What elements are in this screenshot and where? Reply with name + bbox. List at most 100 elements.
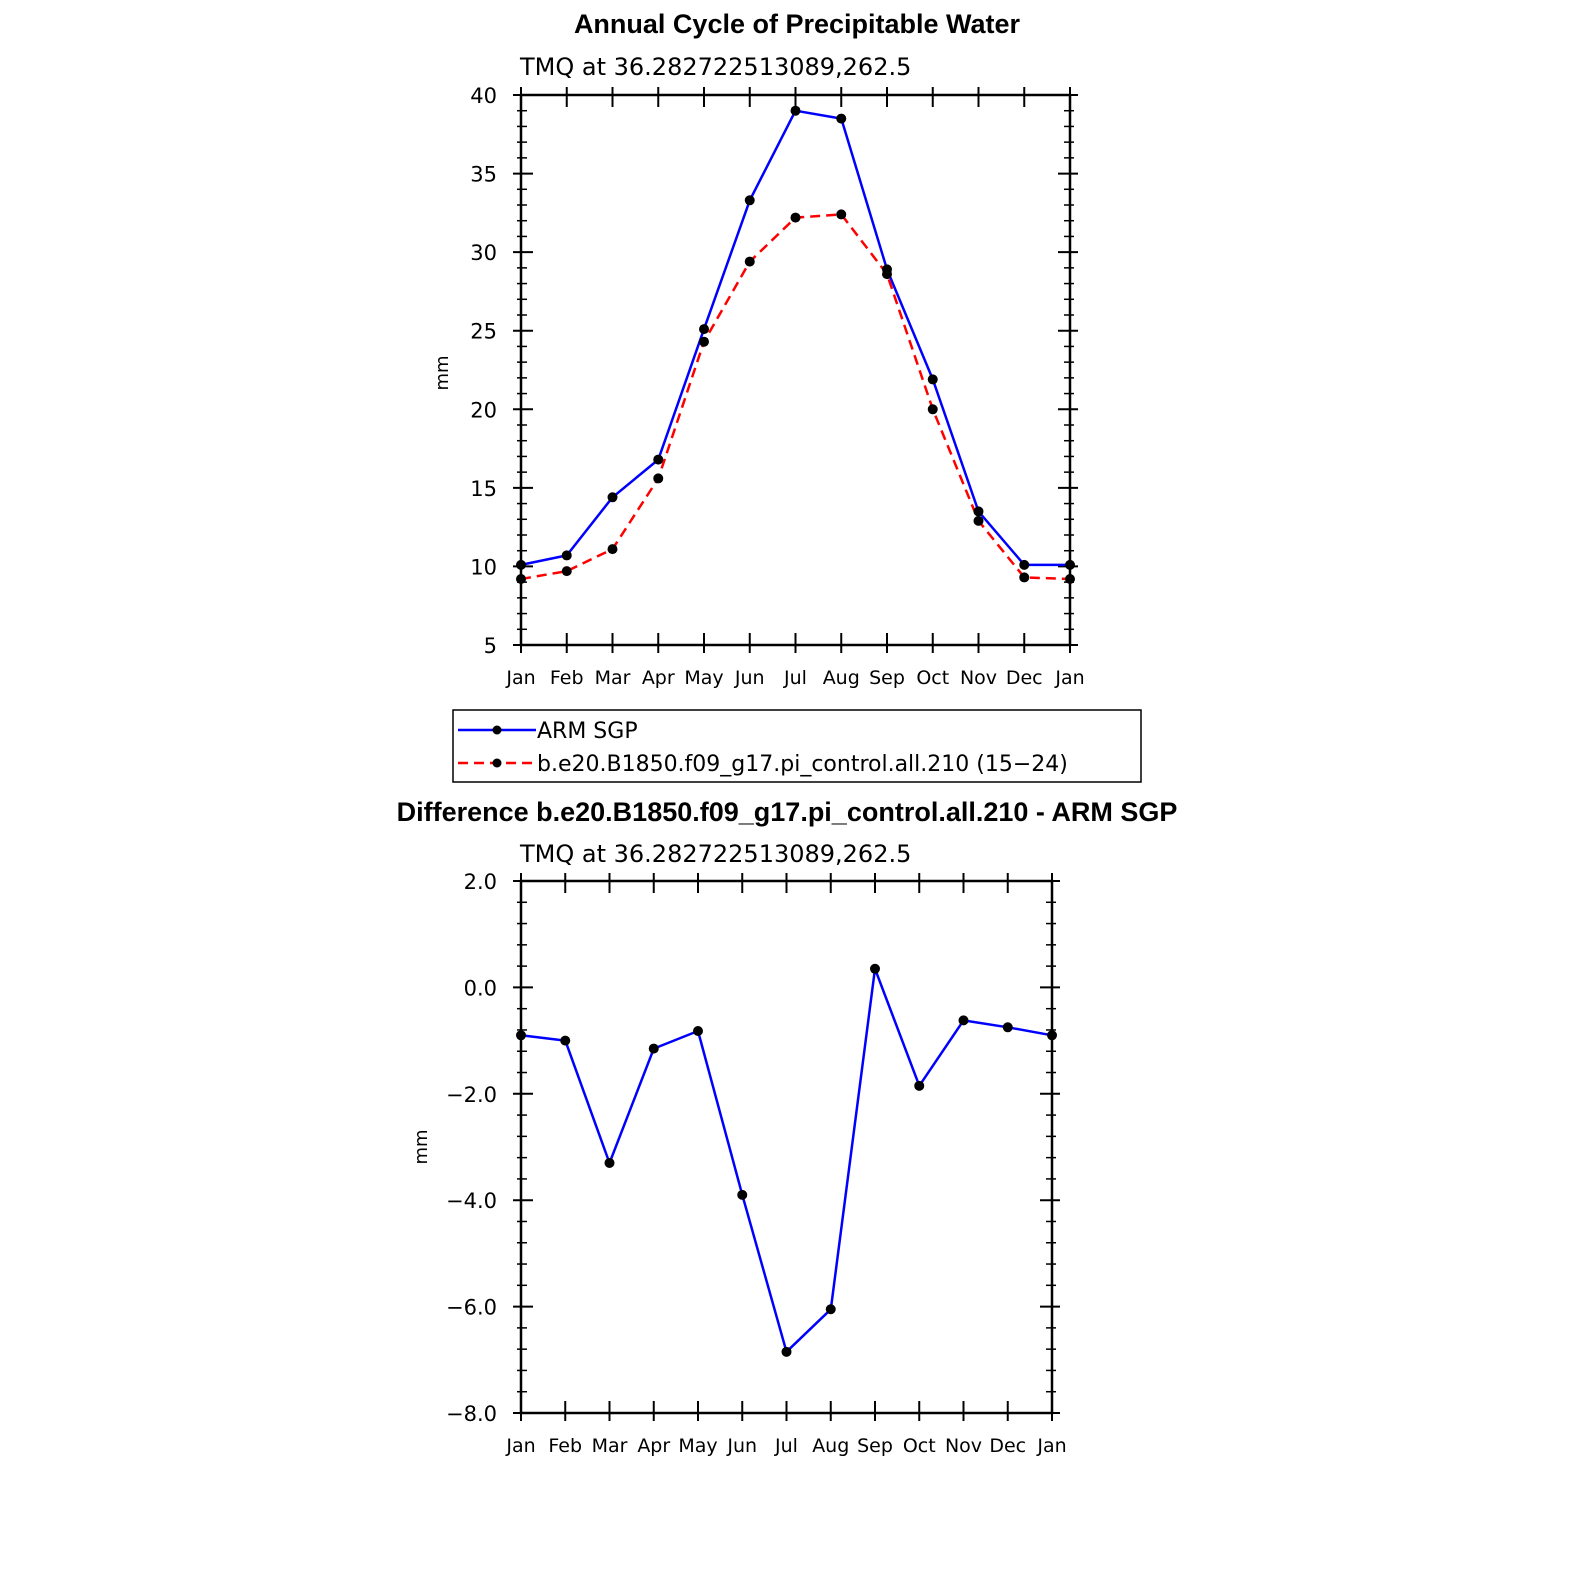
chart1-ytick-label: 30 xyxy=(470,241,497,265)
chart1-ytick-label: 5 xyxy=(484,634,497,658)
chart2-ticks xyxy=(513,873,1060,1421)
chart1-series-1-point xyxy=(882,269,892,280)
chart2-tick-labels: −8.0 −6.0 −4.0 −2.0 0.0 2.0 Jan Feb Mar Apr May Jun… xyxy=(446,870,1067,1457)
chart2-series-0-point xyxy=(958,1015,969,1026)
chart1-xtick-label: Feb xyxy=(550,667,584,689)
chart1-series-0-point xyxy=(744,195,755,206)
chart1-series-1-point xyxy=(790,212,801,223)
chart2-xtick-label: Dec xyxy=(989,1435,1026,1457)
chart1-series-0-point xyxy=(790,105,801,116)
chart1-series-1-point xyxy=(561,566,572,577)
chart2-series-0-point xyxy=(914,1080,925,1091)
chart1-series-1-point xyxy=(653,473,664,484)
chart1-series-1-point xyxy=(973,515,984,526)
chart1-series-0-point xyxy=(561,550,572,561)
chart1-series-line-1 xyxy=(520,213,1071,581)
chart1-series-1-point xyxy=(607,544,618,555)
chart1-xtick-label: May xyxy=(684,667,723,689)
chart1-series-1-point xyxy=(699,336,709,347)
chart2-xtick-label: Jan xyxy=(1036,1435,1066,1457)
chart1-plot-frame xyxy=(519,93,1072,647)
chart2-xtick-label: Mar xyxy=(592,1435,628,1457)
chart2-xtick-label: Jul xyxy=(774,1435,798,1457)
chart1-series-0-point xyxy=(653,454,664,465)
chart1-xtick-label: Jul xyxy=(783,667,807,689)
chart2-ytick-label: −4.0 xyxy=(446,1189,497,1213)
chart2-series-0-point xyxy=(870,963,880,974)
chart2-series-0-point xyxy=(737,1189,748,1200)
chart2-xtick-label: Jan xyxy=(505,1435,535,1457)
chart1-ytick-label: 35 xyxy=(470,163,497,187)
chart1-series xyxy=(516,105,1075,584)
chart1-xtick-label: Oct xyxy=(916,667,949,689)
chart1-xtick-label: Apr xyxy=(642,667,675,689)
legend-label-model: b.e20.B1850.f09_g17.pi_control.all.210 (… xyxy=(537,752,1068,777)
chart1-xtick-label: Jun xyxy=(734,667,765,689)
chart1-xtick-label: Aug xyxy=(823,667,860,689)
chart1-series-1-point xyxy=(1019,572,1030,583)
chart1-series-0-point xyxy=(1019,559,1030,570)
chart1-series-line-0 xyxy=(520,109,1070,567)
legend-label-arm-sgp: ARM SGP xyxy=(537,719,638,744)
chart2-xtick-label: May xyxy=(678,1435,717,1457)
legend-marker-arm-sgp xyxy=(492,725,502,735)
chart2-title: Difference b.e20.B1850.f09_g17.pi_contro… xyxy=(397,797,1178,827)
chart1-ytick-label: 25 xyxy=(470,320,497,344)
chart2-series xyxy=(516,963,1057,1357)
chart2-plot-frame xyxy=(519,879,1054,1415)
chart2-ytick-label: 2.0 xyxy=(464,870,497,894)
chart1-series-1-point xyxy=(927,404,938,415)
chart1-xtick-label: Sep xyxy=(869,667,905,689)
chart2-ytick-label: −2.0 xyxy=(446,1083,497,1107)
chart2-ytick-label: −6.0 xyxy=(446,1296,497,1320)
chart2-series-line-0 xyxy=(520,967,1053,1354)
chart2-xtick-label: Apr xyxy=(637,1435,670,1457)
chart2-series-0-point xyxy=(604,1157,615,1168)
chart1-tick-labels: 5 10 15 20 25 30 35 40 Jan Feb Mar Apr May Jun Jul Aug S… xyxy=(470,84,1084,689)
chart2-series-0-point xyxy=(693,1026,703,1037)
annual-cycle-chart: Annual Cycle of Precipitable Water TMQ a… xyxy=(432,9,1142,783)
chart2-ytick-label: 0.0 xyxy=(464,976,497,1000)
chart2-xtick-label: Sep xyxy=(857,1435,893,1457)
chart1-ytick-label: 15 xyxy=(470,477,497,501)
chart2-series-0-point xyxy=(648,1043,659,1054)
difference-chart: Difference b.e20.B1850.f09_g17.pi_contro… xyxy=(397,797,1178,1457)
chart2-subtitle: TMQ at 36.282722513089,262.5 xyxy=(519,840,911,868)
chart1-ytick-label: 20 xyxy=(470,398,497,422)
chart1-ticks xyxy=(513,87,1078,653)
chart1-xtick-label: Dec xyxy=(1006,667,1043,689)
legend-entry-model: b.e20.B1850.f09_g17.pi_control.all.210 (… xyxy=(458,752,1068,777)
chart2-xtick-label: Aug xyxy=(812,1435,849,1457)
chart1-ytick-label: 10 xyxy=(470,555,497,579)
chart1-series-1-point xyxy=(744,256,755,267)
chart2-y-axis-label: mm xyxy=(411,1129,432,1164)
chart1-xtick-label: Jan xyxy=(1054,667,1084,689)
chart2-series-0-point xyxy=(781,1346,792,1357)
chart1-title: Annual Cycle of Precipitable Water xyxy=(574,9,1021,39)
chart1-series-0-point xyxy=(836,113,847,124)
chart1-series-0-point xyxy=(973,506,984,517)
chart2-xtick-label: Nov xyxy=(945,1435,982,1457)
chart1-xtick-label: Jan xyxy=(505,667,535,689)
legend-box xyxy=(452,709,1142,783)
chart2-xtick-label: Oct xyxy=(903,1435,936,1457)
chart2-series-0-point xyxy=(560,1035,571,1046)
chart2-series-0-point xyxy=(1002,1022,1013,1033)
chart1-ytick-label: 40 xyxy=(470,84,497,108)
chart1-series-0-point xyxy=(927,374,938,385)
chart2-ytick-label: −8.0 xyxy=(446,1402,497,1426)
chart2-xtick-label: Feb xyxy=(548,1435,582,1457)
chart2-xtick-label: Jun xyxy=(726,1435,757,1457)
chart1-legend: ARM SGP b.e20.B1850.f09_g17.pi_control.a… xyxy=(452,709,1142,783)
chart1-series-1-point xyxy=(836,209,847,220)
chart1-y-axis-label: mm xyxy=(432,355,453,390)
chart1-xtick-label: Nov xyxy=(960,667,997,689)
chart1-series-0-point xyxy=(607,492,618,503)
legend-marker-model xyxy=(492,758,502,768)
legend-entry-arm-sgp: ARM SGP xyxy=(458,719,638,744)
chart1-subtitle: TMQ at 36.282722513089,262.5 xyxy=(519,53,911,81)
chart1-xtick-label: Mar xyxy=(595,667,631,689)
chart1-series-0-point xyxy=(699,324,709,335)
chart2-series-0-point xyxy=(825,1304,836,1315)
